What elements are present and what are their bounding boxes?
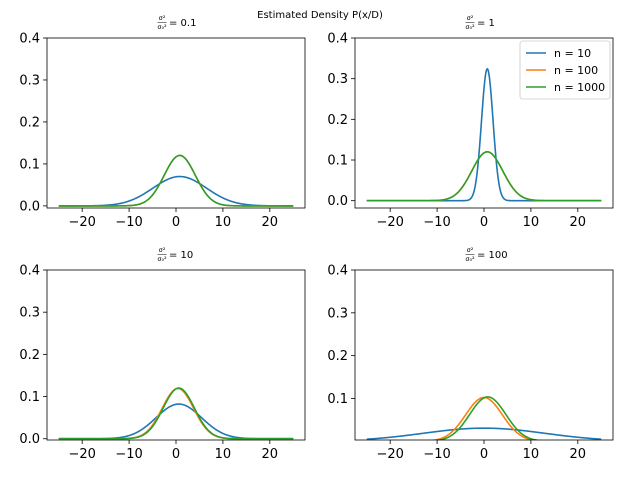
y-tick-label: 0.0 bbox=[327, 194, 348, 209]
x-tick-label: 0 bbox=[172, 447, 180, 462]
title-value: = 10 bbox=[169, 250, 193, 261]
series-line-10 bbox=[367, 428, 602, 439]
y-tick-label: 0.3 bbox=[327, 72, 348, 87]
x-tick-label: 10 bbox=[523, 215, 540, 230]
x-tick-label: 20 bbox=[262, 215, 279, 230]
y-tick-label: 0.3 bbox=[19, 73, 40, 88]
series-line-100 bbox=[367, 397, 602, 441]
series-line-1000 bbox=[367, 152, 602, 201]
legend: n = 10 n = 100 n = 1000 bbox=[520, 41, 610, 99]
y-tick-label: 0.2 bbox=[327, 349, 348, 364]
title-value: = 0.1 bbox=[169, 18, 196, 29]
x-tick-label: −10 bbox=[115, 447, 142, 462]
x-tick-label: −20 bbox=[68, 447, 95, 462]
x-tick-label: 20 bbox=[262, 447, 279, 462]
title-fraction-numerator: σ² bbox=[467, 246, 474, 254]
y-tick-label: 0.4 bbox=[327, 264, 348, 279]
legend-label: n = 10 bbox=[554, 47, 591, 60]
series-line-100 bbox=[59, 389, 294, 439]
title-fraction-numerator: σ² bbox=[159, 14, 166, 22]
series-line-1000 bbox=[59, 388, 294, 439]
y-tick-label: 0.0 bbox=[19, 199, 40, 214]
y-tick-label: 0.4 bbox=[19, 32, 40, 47]
y-tick-label: 0.1 bbox=[19, 157, 40, 172]
title-fraction-numerator: σ² bbox=[159, 246, 166, 254]
axes-frame bbox=[355, 270, 613, 440]
series-line-10 bbox=[59, 404, 294, 439]
title-value: = 1 bbox=[477, 18, 495, 29]
y-tick-label: 0.2 bbox=[327, 113, 348, 128]
series-line-1000 bbox=[59, 155, 294, 205]
x-tick-label: 0 bbox=[172, 215, 180, 230]
y-tick-label: 0.1 bbox=[19, 390, 40, 405]
title-fraction-denominator: σ₀² bbox=[157, 23, 167, 31]
x-tick-label: −20 bbox=[376, 447, 403, 462]
title-fraction-denominator: σ₀² bbox=[157, 255, 167, 263]
x-tick-label: 20 bbox=[570, 215, 587, 230]
y-tick-label: 0.2 bbox=[19, 115, 40, 130]
figure-suptitle: Estimated Density P(x/D) bbox=[257, 10, 383, 21]
title-value: = 100 bbox=[477, 250, 508, 261]
x-tick-label: −20 bbox=[68, 215, 95, 230]
y-tick-label: 0.3 bbox=[19, 306, 40, 321]
axes-frame bbox=[47, 270, 305, 440]
axes-frame bbox=[47, 38, 305, 208]
series-line-10 bbox=[59, 177, 294, 206]
x-tick-label: 0 bbox=[480, 215, 488, 230]
x-tick-label: 10 bbox=[215, 215, 232, 230]
x-tick-label: −10 bbox=[423, 447, 450, 462]
x-tick-label: −20 bbox=[376, 215, 403, 230]
title-fraction-denominator: σ₀² bbox=[465, 23, 475, 31]
legend-label: n = 100 bbox=[554, 64, 598, 77]
series-line-1000 bbox=[367, 397, 602, 441]
y-tick-label: 0.3 bbox=[327, 306, 348, 321]
y-tick-label: 0.2 bbox=[19, 348, 40, 363]
series-line-100 bbox=[367, 152, 602, 201]
x-tick-label: −10 bbox=[115, 215, 142, 230]
x-tick-label: 20 bbox=[570, 447, 587, 462]
title-fraction-denominator: σ₀² bbox=[465, 255, 475, 263]
y-tick-label: 0.1 bbox=[327, 392, 348, 407]
x-tick-label: −10 bbox=[423, 215, 450, 230]
y-tick-label: 0.4 bbox=[19, 264, 40, 279]
series-line-100 bbox=[59, 155, 294, 205]
y-tick-label: 0.4 bbox=[327, 32, 348, 47]
x-tick-label: 0 bbox=[480, 447, 488, 462]
y-tick-label: 0.1 bbox=[327, 154, 348, 169]
title-fraction-numerator: σ² bbox=[467, 14, 474, 22]
y-tick-label: 0.0 bbox=[19, 432, 40, 447]
legend-label: n = 1000 bbox=[554, 81, 605, 94]
x-tick-label: 10 bbox=[523, 447, 540, 462]
x-tick-label: 10 bbox=[215, 447, 232, 462]
